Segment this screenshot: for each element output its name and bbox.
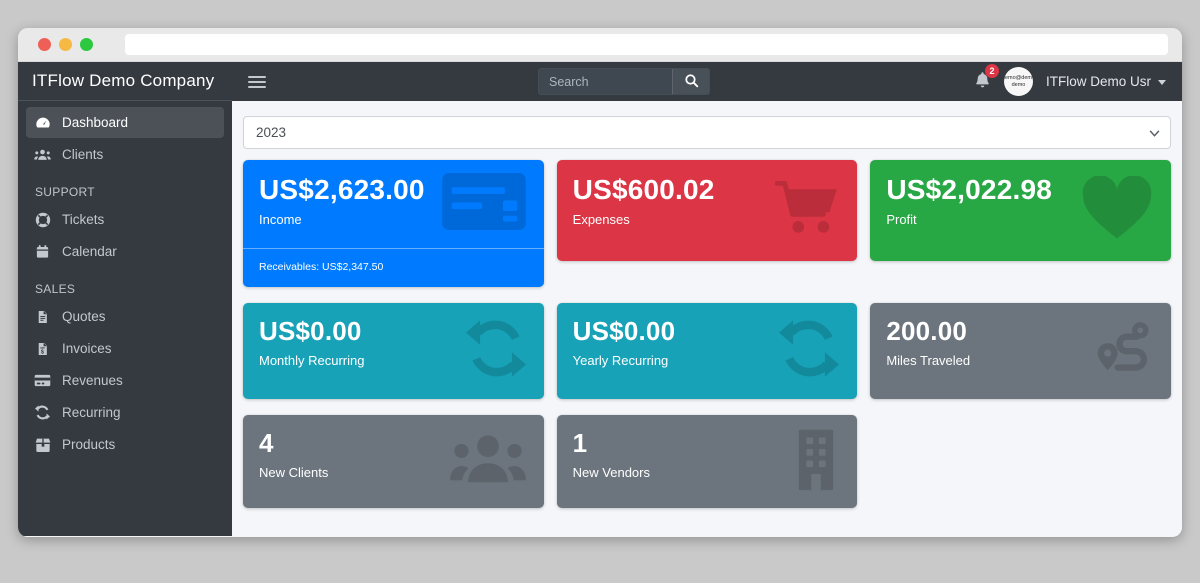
miles-traveled-label: Miles Traveled xyxy=(886,353,971,369)
search-box xyxy=(538,68,710,95)
expenses-value: US$600.02 xyxy=(572,174,715,205)
sidebar-item-clients[interactable]: Clients xyxy=(26,139,224,170)
svg-text:$: $ xyxy=(41,349,44,355)
address-bar[interactable] xyxy=(125,34,1168,55)
sidebar-menu: Dashboard Clients SUPPORT Tickets xyxy=(18,101,232,536)
sidebar-item-quotes[interactable]: Quotes xyxy=(26,301,224,332)
sidebar-item-label: Recurring xyxy=(62,405,121,420)
sidebar-item-label: Quotes xyxy=(62,309,106,324)
sidebar-item-revenues[interactable]: Revenues xyxy=(26,365,224,396)
sidebar-item-calendar[interactable]: Calendar xyxy=(26,236,224,267)
sidebar-item-recurring[interactable]: Recurring xyxy=(26,397,224,428)
money-check-icon xyxy=(34,372,51,389)
new-clients-value: 4 xyxy=(259,428,274,458)
sidebar-item-label: Revenues xyxy=(62,373,123,388)
browser-titlebar xyxy=(18,28,1182,62)
monthly-recurring-card[interactable]: US$0.00 Monthly Recurring xyxy=(243,303,544,399)
miles-traveled-value: 200.00 xyxy=(886,316,968,346)
notifications-button[interactable]: 2 xyxy=(974,64,999,94)
sidebar-item-label: Dashboard xyxy=(62,115,129,130)
file-invoice-dollar-icon: $ xyxy=(34,340,51,357)
monthly-recurring-label: Monthly Recurring xyxy=(259,353,365,369)
stat-cards-grid: US$2,623.00 Income Receivables: US$2,347… xyxy=(243,160,1171,508)
sidebar-toggle-button[interactable] xyxy=(248,75,266,88)
sync-icon xyxy=(465,319,526,384)
window-zoom-button[interactable] xyxy=(80,38,93,51)
file-lines-icon xyxy=(34,308,51,325)
sidebar-section-header: SUPPORT xyxy=(35,185,95,199)
browser-window: ITFlow Demo Company Dashboard Clients SU… xyxy=(18,28,1182,537)
users-icon xyxy=(449,432,526,492)
sidebar-item-dashboard[interactable]: Dashboard xyxy=(26,107,224,138)
yearly-recurring-label: Yearly Recurring xyxy=(572,353,669,369)
new-vendors-label: New Vendors xyxy=(572,465,650,481)
credit-card-icon xyxy=(441,173,526,235)
sidebar-item-invoices[interactable]: $ Invoices xyxy=(26,333,224,364)
building-icon xyxy=(793,428,839,496)
window-minimize-button[interactable] xyxy=(59,38,72,51)
profit-value: US$2,022.98 xyxy=(886,174,1052,205)
user-menu[interactable]: ITFlow Demo Usr xyxy=(1046,74,1166,89)
calendar-icon xyxy=(34,243,51,260)
sidebar-item-label: Clients xyxy=(62,147,104,162)
new-clients-card[interactable]: 4 New Clients xyxy=(243,415,544,508)
life-ring-icon xyxy=(34,211,51,228)
shopping-cart-icon xyxy=(774,180,839,241)
brand-link[interactable]: ITFlow Demo Company xyxy=(18,62,232,101)
sidebar-item-tickets[interactable]: Tickets xyxy=(26,204,224,235)
caret-down-icon xyxy=(1158,80,1166,85)
income-footer: Receivables: US$2,347.50 xyxy=(243,248,544,287)
notification-badge: 2 xyxy=(984,64,999,78)
search-icon xyxy=(684,73,699,91)
income-value: US$2,623.00 xyxy=(259,174,425,205)
sidebar-section-header: SALES xyxy=(35,282,76,296)
tachometer-icon xyxy=(34,114,51,131)
year-filter: 2023 xyxy=(243,116,1171,149)
monthly-recurring-value: US$0.00 xyxy=(259,316,362,346)
expenses-card[interactable]: US$600.02 Expenses xyxy=(556,160,858,261)
bell-icon xyxy=(974,72,991,93)
dashboard-content: 2023 US$2,623.00 Income xyxy=(232,101,1182,536)
avatar[interactable]: demo@demo demo xyxy=(1003,67,1033,96)
profit-card[interactable]: US$2,022.98 Profit xyxy=(870,160,1171,261)
box-icon xyxy=(34,436,51,453)
miles-traveled-card[interactable]: 200.00 Miles Traveled xyxy=(870,303,1171,399)
year-select[interactable]: 2023 xyxy=(243,116,1171,149)
yearly-recurring-value: US$0.00 xyxy=(572,316,676,346)
income-label: Income xyxy=(259,212,302,228)
avatar-text: demo xyxy=(1011,81,1026,88)
new-clients-label: New Clients xyxy=(259,465,329,481)
income-card[interactable]: US$2,623.00 Income Receivables: US$2,347… xyxy=(243,160,544,287)
sync-icon xyxy=(779,319,840,384)
window-close-button[interactable] xyxy=(38,38,51,51)
top-navbar: 2 demo@demo demo ITFlow Demo Usr xyxy=(232,62,1182,101)
sidebar-item-label: Products xyxy=(62,437,116,452)
user-name: ITFlow Demo Usr xyxy=(1045,74,1151,89)
avatar-text: demo@demo xyxy=(1004,74,1033,81)
search-input[interactable] xyxy=(539,69,672,94)
heart-icon xyxy=(1081,174,1153,246)
new-vendors-card[interactable]: 1 New Vendors xyxy=(556,415,858,508)
sidebar: ITFlow Demo Company Dashboard Clients SU… xyxy=(18,62,232,536)
search-button[interactable] xyxy=(672,69,709,94)
yearly-recurring-card[interactable]: US$0.00 Yearly Recurring xyxy=(556,303,858,399)
sync-icon xyxy=(34,404,51,421)
sidebar-item-products[interactable]: Products xyxy=(26,429,224,460)
sidebar-item-label: Invoices xyxy=(62,341,112,356)
expenses-label: Expenses xyxy=(572,212,630,228)
sidebar-item-label: Calendar xyxy=(62,244,117,259)
new-vendors-value: 1 xyxy=(572,428,588,458)
route-icon xyxy=(1095,320,1153,383)
profit-label: Profit xyxy=(886,212,917,228)
sidebar-item-label: Tickets xyxy=(62,212,105,227)
users-icon xyxy=(34,146,51,163)
